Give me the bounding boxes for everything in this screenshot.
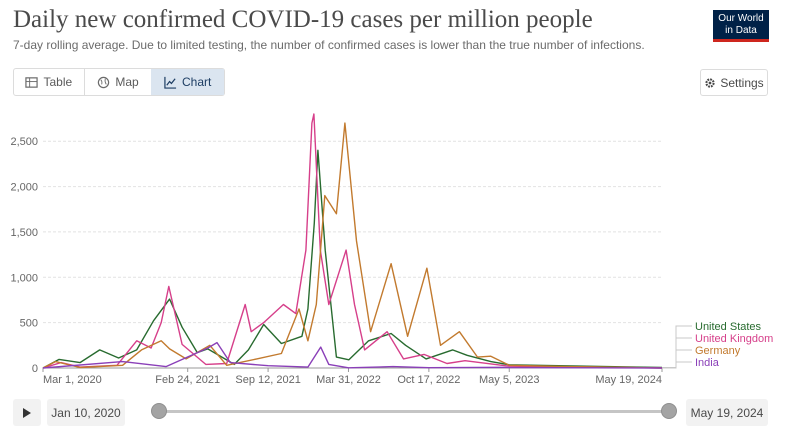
chart-subtitle: 7-day rolling average. Due to limited te… — [13, 38, 645, 52]
y-tick-label: 2,000 — [10, 182, 38, 194]
legend-label: United Kingdom — [695, 333, 773, 345]
y-tick-label: 2,500 — [10, 136, 38, 148]
y-tick-label: 1,000 — [10, 272, 38, 284]
settings-label: Settings — [720, 75, 764, 90]
legend-connector — [662, 337, 692, 369]
x-tick-label: Mar 1, 2020 — [43, 374, 102, 386]
tab-chart[interactable]: Chart — [151, 69, 225, 95]
y-tick-label: 1,500 — [10, 227, 38, 239]
x-tick-label: Mar 31, 2022 — [316, 374, 381, 386]
owid-logo[interactable]: Our World in Data — [713, 10, 769, 42]
line-chart-icon — [164, 76, 177, 89]
timeline-track[interactable] — [158, 410, 668, 413]
x-tick-label: May 19, 2024 — [595, 374, 662, 386]
series-line — [42, 113, 663, 369]
timeline-end-handle[interactable] — [661, 403, 677, 419]
tab-table[interactable]: Table — [14, 69, 85, 95]
x-tick-label: Sep 12, 2021 — [235, 374, 300, 386]
end-date-label[interactable]: May 19, 2024 — [686, 399, 768, 426]
tab-map-label: Map — [115, 75, 139, 89]
gear-icon — [705, 77, 715, 88]
globe-icon — [98, 76, 110, 88]
x-tick-label: Oct 17, 2022 — [397, 374, 460, 386]
logo-red-bar — [713, 39, 769, 42]
logo-line-1: Our World — [718, 13, 764, 24]
start-date-label[interactable]: Jan 10, 2020 — [47, 399, 125, 426]
table-icon — [25, 76, 39, 88]
legend-label: Germany — [695, 345, 741, 357]
tab-table-label: Table — [43, 75, 73, 89]
series-line — [42, 341, 663, 369]
line-chart: 0 500 1,000 1,500 2,000 2,500 Mar 1, 2020 Feb 2… — [10, 113, 773, 386]
play-icon — [23, 407, 31, 418]
play-button[interactable] — [13, 399, 41, 426]
tab-map[interactable]: Map — [85, 69, 152, 95]
logo-line-2: in Data — [725, 25, 757, 36]
legend-connector — [662, 325, 692, 369]
x-tick-label: May 5, 2023 — [479, 374, 540, 386]
view-tabs: Table Map Chart — [13, 68, 225, 96]
series-line — [42, 122, 663, 369]
legend-connector — [662, 349, 692, 369]
legend-label: United States — [695, 321, 762, 333]
timeline-start-handle[interactable] — [151, 403, 167, 419]
y-tick-label: 0 — [32, 363, 38, 375]
settings-button[interactable]: Settings — [700, 69, 768, 96]
y-tick-label: 500 — [20, 318, 38, 330]
tab-chart-label: Chart — [182, 75, 212, 89]
series-line — [42, 149, 663, 369]
legend-connector — [662, 361, 692, 369]
legend-label: India — [695, 357, 720, 369]
x-tick-label: Feb 24, 2021 — [155, 374, 220, 386]
chart-title: Daily new confirmed COVID-19 cases per m… — [13, 6, 593, 33]
